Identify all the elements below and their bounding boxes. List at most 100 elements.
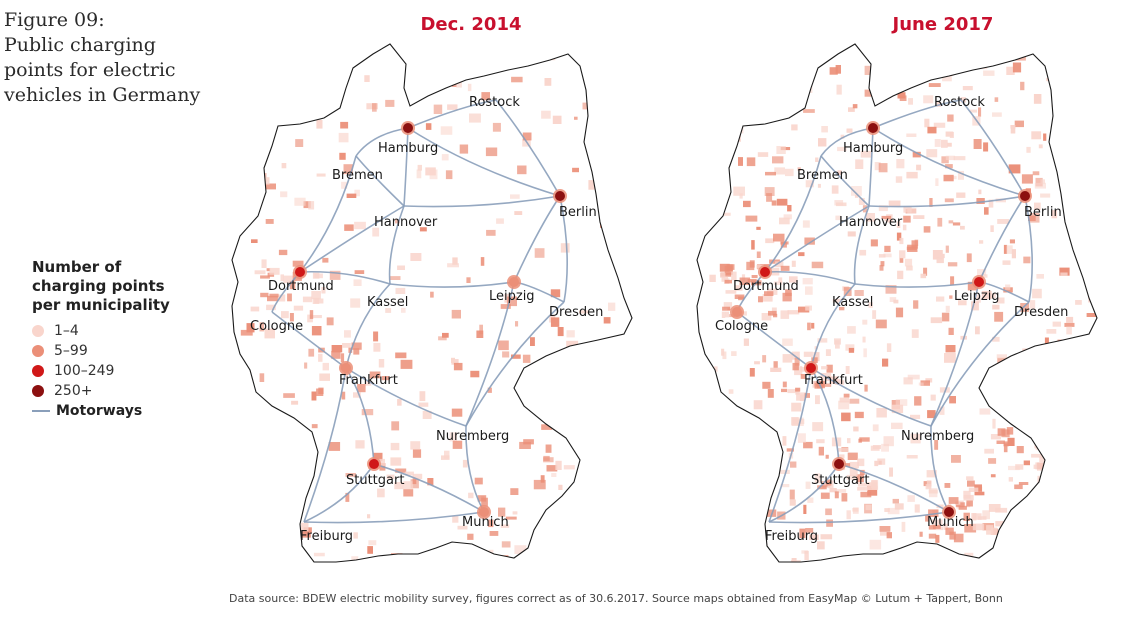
city-label-kassel: Kassel — [367, 295, 408, 310]
municipality-patch — [386, 474, 395, 479]
municipality-patch — [990, 553, 999, 557]
municipality-patch — [990, 434, 1001, 440]
municipality-patch — [878, 163, 888, 173]
municipality-patch — [410, 253, 422, 261]
municipality-patch — [505, 516, 517, 520]
municipality-patch — [340, 121, 349, 129]
map-june-2017: Rostock Hamburg Bremen Berlin Hannover Dortmu… — [696, 43, 1098, 563]
municipality-patch — [814, 473, 821, 484]
municipality-patch — [344, 224, 354, 231]
city-label-berlin: Berlin — [1024, 205, 1062, 220]
municipality-patch — [799, 394, 805, 402]
municipality-patch — [826, 364, 833, 373]
municipality-patch — [733, 186, 745, 196]
municipality-patch — [592, 421, 601, 426]
municipality-patch — [972, 523, 985, 531]
municipality-patch — [1073, 167, 1083, 175]
motorway-line — [513, 195, 561, 283]
municipality-patch — [945, 155, 955, 161]
municipality-patch — [914, 504, 920, 513]
municipality-patch — [782, 338, 793, 346]
municipality-patch — [995, 521, 1007, 527]
municipality-patch — [1034, 202, 1041, 210]
municipality-patch — [412, 449, 422, 458]
municipality-patch — [492, 122, 501, 132]
motorway-line — [853, 205, 870, 285]
municipality-patch — [467, 533, 474, 540]
municipality-patch — [515, 321, 519, 327]
municipality-patch — [745, 215, 758, 222]
municipality-patch — [1063, 486, 1071, 496]
municipality-patch — [412, 478, 417, 485]
municipality-patch — [353, 532, 358, 539]
municipality-patch — [629, 491, 632, 498]
municipality-patch — [981, 290, 992, 299]
municipality-patch — [845, 344, 855, 351]
municipality-patch — [1086, 313, 1097, 317]
municipality-patch — [725, 311, 730, 318]
municipality-patch — [910, 433, 921, 444]
municipality-patch — [952, 222, 961, 226]
municipality-patch — [634, 462, 639, 471]
motorway-line — [407, 99, 497, 129]
municipality-patch — [927, 126, 937, 134]
municipality-patch — [966, 500, 973, 507]
municipality-patch — [983, 142, 989, 152]
municipality-patch — [546, 465, 558, 472]
municipality-patch — [1075, 300, 1082, 305]
municipality-patch — [1051, 102, 1064, 107]
municipality-patch — [847, 326, 856, 334]
motorway-line — [930, 301, 1030, 427]
municipality-patch — [765, 509, 777, 517]
municipality-patch — [731, 351, 737, 356]
municipality-patch — [568, 389, 574, 397]
municipality-patch — [590, 113, 594, 119]
municipality-patch — [807, 497, 814, 503]
motorway-line — [960, 99, 1026, 197]
city-label-rostock: Rostock — [469, 95, 520, 110]
municipality-patch — [728, 506, 740, 511]
municipality-patch — [1047, 388, 1059, 397]
municipality-patch — [302, 296, 313, 303]
legend-title-line: per municipality — [32, 296, 170, 314]
municipality-patch — [988, 199, 994, 208]
municipality-patch — [883, 436, 894, 447]
city-label-nuremberg: Nuremberg — [436, 429, 509, 444]
municipality-patch — [894, 503, 904, 510]
municipality-patch — [979, 240, 984, 244]
municipality-patch — [785, 168, 794, 177]
municipality-patch — [530, 337, 535, 346]
city-label-rostock: Rostock — [934, 95, 985, 110]
municipality-patch — [1091, 272, 1096, 278]
municipality-patch — [804, 393, 810, 398]
municipality-patch — [887, 507, 900, 515]
municipality-patch — [287, 293, 292, 302]
municipality-patch — [897, 92, 906, 99]
municipality-patch — [811, 357, 818, 363]
municipality-patch — [301, 522, 309, 532]
municipality-patch — [537, 372, 547, 379]
municipality-patch — [544, 78, 552, 86]
municipality-patch — [1049, 419, 1054, 425]
municipality-patch — [832, 298, 842, 303]
municipality-patch — [859, 249, 867, 256]
municipality-patch — [433, 104, 443, 114]
municipality-patch — [791, 402, 802, 412]
municipality-patch — [354, 189, 360, 197]
municipality-patch — [534, 248, 545, 258]
municipality-patch — [1003, 244, 1008, 254]
municipality-patch — [514, 211, 523, 215]
municipality-patch — [1046, 329, 1057, 334]
city-label-munich: Munich — [927, 515, 974, 530]
city-label-hannover: Hannover — [374, 215, 438, 230]
motorway-line — [768, 367, 812, 523]
municipality-patch — [511, 76, 523, 83]
map-title-dec-2014: Dec. 2014 — [420, 14, 522, 35]
municipality-patch — [1094, 473, 1097, 480]
municipality-patch — [457, 525, 468, 530]
municipality-patch — [817, 183, 821, 188]
municipality-patch — [1032, 171, 1040, 176]
municipality-patch — [836, 84, 842, 95]
municipality-patch — [582, 102, 591, 110]
municipality-patch — [319, 373, 330, 381]
